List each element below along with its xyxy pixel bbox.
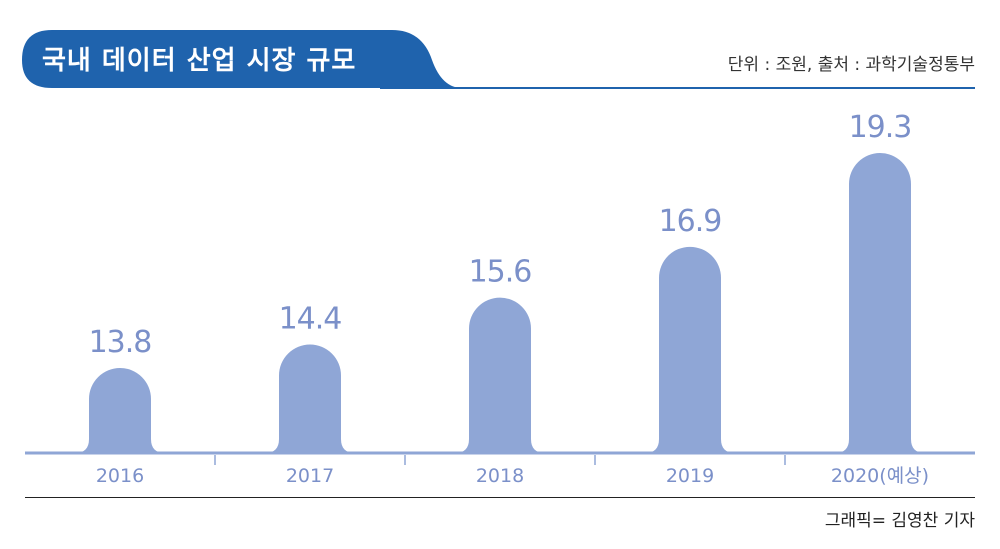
x-tick-label: 2016 bbox=[96, 465, 144, 487]
bar-2020(예상) bbox=[835, 153, 925, 453]
x-tick-label: 2020(예상) bbox=[831, 465, 929, 487]
bar-2017 bbox=[265, 344, 355, 453]
x-tick-label: 2017 bbox=[286, 465, 334, 487]
value-label-2016: 13.8 bbox=[89, 325, 152, 360]
title-banner-shape bbox=[22, 30, 462, 88]
x-tick-label: 2018 bbox=[476, 465, 524, 487]
x-tick-label: 2019 bbox=[666, 465, 714, 487]
header-divider bbox=[380, 87, 975, 89]
value-label-2019: 16.9 bbox=[659, 204, 722, 239]
footer-divider bbox=[25, 497, 975, 498]
bar-2019 bbox=[645, 246, 735, 453]
value-label-2020(예상): 19.3 bbox=[849, 110, 912, 145]
graphic-credit: 그래픽= 김영찬 기자 bbox=[824, 511, 975, 531]
title-banner: 국내 데이터 산업 시장 규모 bbox=[22, 30, 462, 90]
unit-source-note: 단위 : 조원, 출처 : 과학기술정통부 bbox=[727, 55, 975, 75]
value-label-2018: 15.6 bbox=[469, 255, 532, 290]
value-label-2017: 14.4 bbox=[279, 302, 342, 337]
chart-title: 국내 데이터 산업 시장 규모 bbox=[42, 46, 357, 76]
bar-2016 bbox=[75, 368, 165, 453]
bar-2018 bbox=[455, 297, 545, 453]
